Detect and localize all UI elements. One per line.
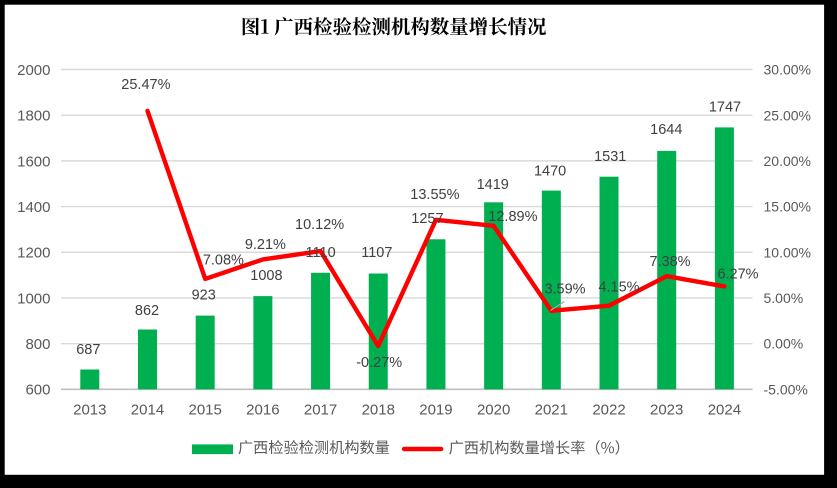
svg-text:2021: 2021	[535, 401, 568, 418]
svg-text:5.00%: 5.00%	[764, 290, 804, 306]
svg-text:0.00%: 0.00%	[764, 336, 804, 352]
svg-text:-5.00%: -5.00%	[764, 381, 808, 397]
svg-text:2018: 2018	[362, 401, 395, 418]
svg-text:15.00%: 15.00%	[764, 199, 811, 215]
svg-text:2017: 2017	[304, 401, 337, 418]
svg-text:1110: 1110	[306, 245, 336, 261]
svg-text:2014: 2014	[131, 401, 164, 418]
svg-text:1200: 1200	[17, 245, 50, 262]
svg-text:13.55%: 13.55%	[410, 187, 459, 203]
svg-text:2022: 2022	[592, 401, 625, 418]
svg-text:2015: 2015	[188, 401, 221, 418]
svg-text:1419: 1419	[477, 177, 509, 193]
svg-text:1747: 1747	[709, 100, 741, 116]
svg-text:687: 687	[76, 342, 100, 358]
svg-text:3.59%: 3.59%	[544, 282, 585, 298]
svg-text:1257: 1257	[411, 211, 443, 227]
svg-text:2019: 2019	[419, 401, 452, 418]
svg-text:-0.27%: -0.27%	[356, 355, 402, 371]
svg-text:1531: 1531	[594, 149, 626, 165]
svg-text:10.12%: 10.12%	[295, 217, 344, 233]
svg-text:862: 862	[135, 303, 159, 319]
svg-text:12.89%: 12.89%	[488, 209, 537, 225]
svg-text:7.08%: 7.08%	[203, 253, 244, 269]
svg-text:4.15%: 4.15%	[598, 280, 639, 296]
svg-text:20.00%: 20.00%	[764, 153, 811, 169]
svg-text:1600: 1600	[17, 153, 50, 170]
svg-text:600: 600	[25, 382, 50, 399]
svg-text:800: 800	[25, 336, 50, 353]
svg-text:1008: 1008	[250, 268, 282, 284]
svg-text:10.00%: 10.00%	[764, 244, 811, 260]
svg-text:9.21%: 9.21%	[245, 237, 286, 253]
svg-text:1107: 1107	[361, 245, 392, 261]
svg-text:6.27%: 6.27%	[717, 267, 758, 283]
svg-text:1000: 1000	[17, 290, 50, 307]
svg-text:2024: 2024	[708, 401, 741, 418]
svg-text:1644: 1644	[650, 122, 682, 138]
svg-text:1800: 1800	[17, 108, 50, 125]
svg-text:1400: 1400	[17, 199, 50, 216]
svg-text:2023: 2023	[650, 401, 683, 418]
svg-text:2013: 2013	[73, 401, 106, 418]
svg-text:7.38%: 7.38%	[649, 254, 690, 270]
svg-text:1470: 1470	[534, 164, 566, 180]
svg-text:25.00%: 25.00%	[764, 107, 811, 123]
svg-text:2000: 2000	[17, 62, 50, 79]
svg-text:25.47%: 25.47%	[121, 77, 170, 93]
svg-text:2020: 2020	[477, 401, 510, 418]
svg-text:2016: 2016	[246, 401, 279, 418]
svg-text:30.00%: 30.00%	[764, 62, 811, 78]
svg-text:923: 923	[192, 288, 216, 304]
